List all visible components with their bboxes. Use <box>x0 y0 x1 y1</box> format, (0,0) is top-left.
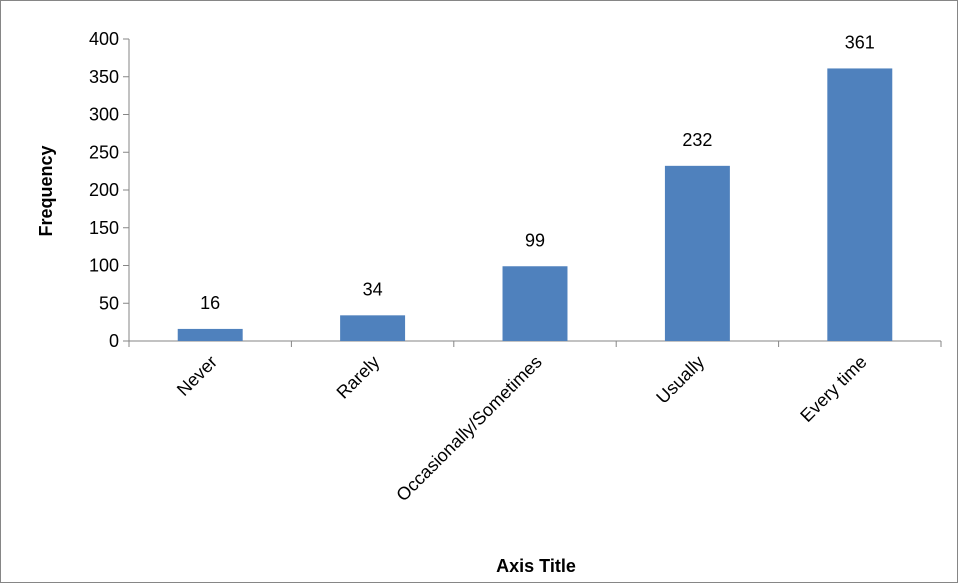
x-category-label: Never <box>173 352 221 400</box>
y-tick-label: 200 <box>89 180 119 200</box>
bars <box>177 68 893 341</box>
x-category-label: Occasionally/Sometimes <box>392 352 545 505</box>
data-label: 16 <box>200 293 220 313</box>
bar <box>664 165 730 341</box>
x-category-label: Rarely <box>333 352 384 403</box>
bar <box>177 328 243 341</box>
x-axis-title: Axis Title <box>496 556 576 576</box>
y-axis-title: Frequency <box>36 145 56 236</box>
y-tick-label: 250 <box>89 142 119 162</box>
y-tick-label: 0 <box>109 331 119 351</box>
bar <box>340 315 406 341</box>
data-label: 34 <box>363 279 383 299</box>
x-category-label: Usually <box>652 352 708 408</box>
labels: 0 50 100 150 200 250 300 350 400 16 Never 34 Rarely 9… <box>89 29 875 505</box>
x-category-label: Every time <box>796 352 870 426</box>
y-tick-label: 400 <box>89 29 119 49</box>
data-label: 99 <box>525 230 545 250</box>
y-tick-label: 50 <box>99 293 119 313</box>
bar <box>502 266 568 341</box>
y-tick-label: 300 <box>89 105 119 125</box>
data-label: 232 <box>682 130 712 150</box>
bar <box>827 68 893 341</box>
data-label: 361 <box>845 32 875 52</box>
y-tick-label: 350 <box>89 67 119 87</box>
y-tick-label: 100 <box>89 256 119 276</box>
y-tick-label: 150 <box>89 218 119 238</box>
